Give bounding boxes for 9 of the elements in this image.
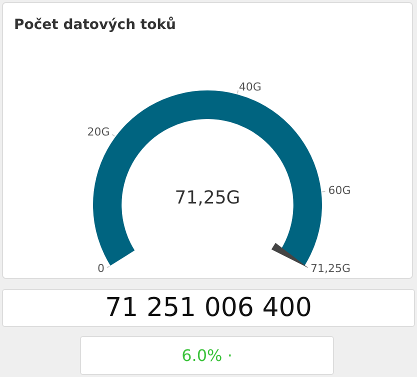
data-label: 71,25G — [174, 188, 240, 209]
text: 6.0% · — [80, 336, 334, 375]
text: 71 251 006 400 — [2, 289, 415, 327]
text: Počet datových toků — [14, 17, 176, 33]
text: 40G — [238, 80, 262, 94]
text: 60G — [328, 184, 351, 197]
text: 71,25G — [310, 262, 351, 276]
text: 20G — [87, 126, 110, 139]
text: 0 — [97, 262, 104, 276]
